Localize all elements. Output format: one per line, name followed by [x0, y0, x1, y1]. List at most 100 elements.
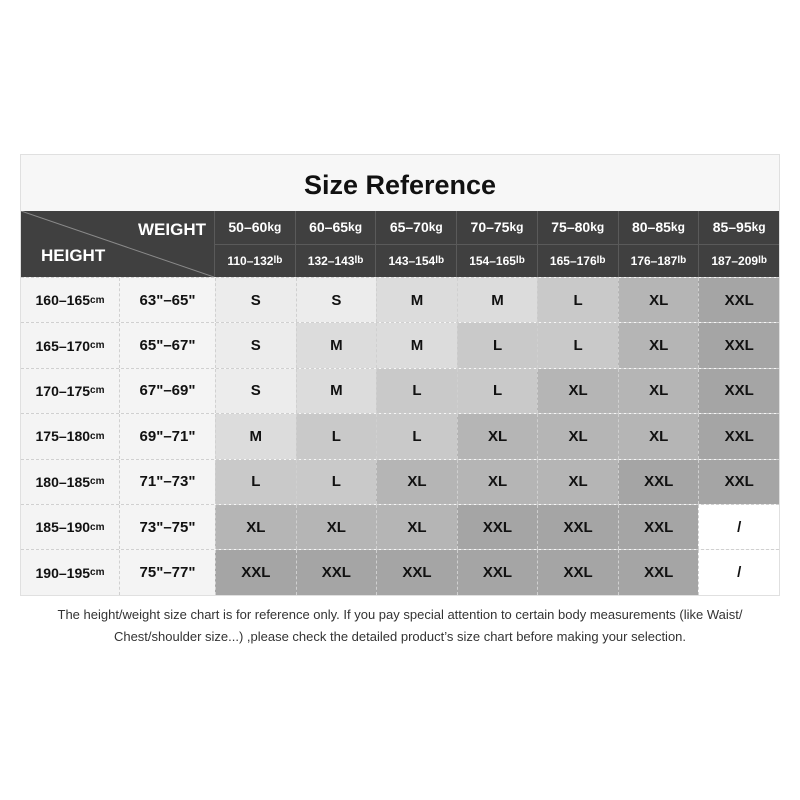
chart-title: Size Reference	[21, 155, 779, 211]
height-inches: 69"–71"	[119, 414, 215, 459]
weight-label: WEIGHT	[138, 220, 206, 239]
unit-label: kg	[751, 220, 766, 235]
size-cell: XXL	[295, 550, 377, 595]
unit-label: cm	[90, 567, 105, 579]
size-cell: XL	[376, 504, 457, 550]
size-cell: XXL	[537, 550, 618, 595]
height-inches: 67"–69"	[119, 368, 215, 414]
size-cell: XL	[537, 459, 618, 504]
weight-lb: 132–143 lb	[307, 253, 364, 268]
size-cell: XL	[617, 278, 699, 323]
height-inches: 75"–77"	[119, 550, 215, 595]
size-cell: L	[295, 459, 377, 504]
size-cell: L	[376, 414, 457, 459]
weight-column-header: 75–80 kg 165–176 lb	[536, 211, 618, 277]
size-cell: XL	[537, 368, 618, 414]
weight-lb: 176–187 lb	[630, 253, 687, 268]
size-cell: L	[537, 278, 618, 323]
unit-label: kg	[509, 220, 524, 235]
unit-label: kg	[428, 220, 443, 235]
size-cell: S	[215, 323, 296, 368]
size-cell: XXL	[698, 459, 780, 504]
size-cell: XL	[376, 459, 457, 504]
unit-label: kg	[267, 220, 282, 235]
weight-lb: 187–209 lb	[711, 253, 767, 268]
height-cm: 190–195 cm	[21, 550, 119, 595]
weight-lb: 154–165 lb	[469, 253, 525, 268]
size-cell: XXL	[456, 550, 538, 595]
size-cell: L	[456, 323, 538, 368]
size-cell: L	[295, 414, 377, 459]
weight-kg: 60–65 kg	[295, 211, 376, 245]
height-cm: 165–170 cm	[21, 323, 119, 368]
size-cell: XL	[456, 459, 538, 504]
unit-label: cm	[90, 430, 105, 442]
size-cell: S	[215, 368, 296, 414]
height-inches: 71"–73"	[119, 459, 215, 504]
size-cell: XXL	[617, 459, 699, 504]
size-cell: /	[698, 504, 780, 550]
unit-label: lb	[273, 255, 283, 267]
unit-label: lb	[596, 255, 606, 267]
weight-column-header: 60–65 kg 132–143 lb	[294, 211, 376, 277]
size-cell: XXL	[698, 323, 780, 368]
size-cell: S	[215, 278, 296, 323]
height-inches: 65"–67"	[119, 323, 215, 368]
table-body: 160–165 cm 63"–65" S S M M L XL XXL 165–170 cm 65"–6…	[21, 277, 780, 595]
weight-column-header: 85–95 kg 187–209 lb	[698, 211, 780, 277]
unit-label: cm	[90, 521, 105, 533]
size-cell: /	[698, 550, 780, 595]
size-cell: XL	[617, 368, 699, 414]
size-cell: M	[295, 368, 377, 414]
table-row: 175–180 cm 69"–71" M L L XL XL XL XXL	[21, 413, 780, 459]
weight-column-header: 70–75 kg 154–165 lb	[456, 211, 537, 277]
size-cell: XL	[456, 414, 538, 459]
weight-lb: 110–132 lb	[227, 253, 283, 268]
size-cell: M	[215, 414, 296, 459]
size-cell: XXL	[698, 414, 780, 459]
weight-lb: 143–154 lb	[388, 253, 445, 268]
unit-label: lb	[435, 255, 445, 267]
height-cm: 160–165 cm	[21, 278, 119, 323]
weight-column-header: 80–85 kg 176–187 lb	[617, 211, 699, 277]
size-cell: M	[456, 278, 538, 323]
size-cell: XXL	[698, 368, 780, 414]
diagonal-divider	[21, 211, 214, 277]
weight-lb: 165–176 lb	[549, 253, 606, 268]
disclaimer-note: The height/weight size chart is for refe…	[10, 604, 790, 648]
height-inches: 73"–75"	[119, 504, 215, 550]
height-cm: 185–190 cm	[21, 504, 119, 550]
note-line-2: Chest/shoulder size...) ,please check th…	[113, 629, 687, 644]
height-cm: 170–175 cm	[21, 368, 119, 414]
size-cell: XL	[295, 504, 377, 550]
size-cell: XL	[537, 414, 618, 459]
unit-label: cm	[90, 476, 105, 488]
height-label: HEIGHT	[41, 246, 106, 265]
height-cm: 175–180 cm	[21, 414, 119, 459]
size-cell: L	[456, 368, 538, 414]
size-cell: XXL	[537, 504, 618, 550]
table-row: 160–165 cm 63"–65" S S M M L XL XXL	[21, 277, 780, 323]
weight-kg: 65–70 kg	[376, 211, 457, 245]
unit-label: kg	[670, 220, 685, 235]
table-header: WEIGHT HEIGHT 50–60 kg 110–132 lb 60–65 kg 132…	[21, 211, 780, 277]
table-row: 190–195 cm 75"–77" XXL XXL XXL XXL XXL XXL /	[21, 549, 780, 595]
size-cell: M	[376, 278, 457, 323]
size-cell: XXL	[617, 504, 699, 550]
unit-label: cm	[90, 340, 105, 352]
size-cell: L	[537, 323, 618, 368]
unit-label: lb	[677, 255, 687, 267]
unit-label: lb	[515, 255, 525, 267]
table-row: 180–185 cm 71"–73" L L XL XL XL XXL XXL	[21, 458, 780, 504]
size-cell: XXL	[215, 550, 296, 595]
size-cell: M	[376, 323, 457, 368]
size-chart: Size Reference WEIGHT HEIGHT 50–60 kg 110–…	[20, 154, 780, 596]
height-inches: 63"–65"	[119, 278, 215, 323]
size-cell: S	[295, 278, 377, 323]
table-row: 185–190 cm 73"–75" XL XL XL XXL XXL XXL /	[21, 503, 780, 550]
size-cell: XL	[617, 414, 699, 459]
size-cell: XL	[617, 323, 699, 368]
note-line-1: The height/weight size chart is for refe…	[57, 607, 743, 622]
unit-label: cm	[90, 385, 105, 397]
header-corner: WEIGHT HEIGHT	[21, 211, 214, 277]
